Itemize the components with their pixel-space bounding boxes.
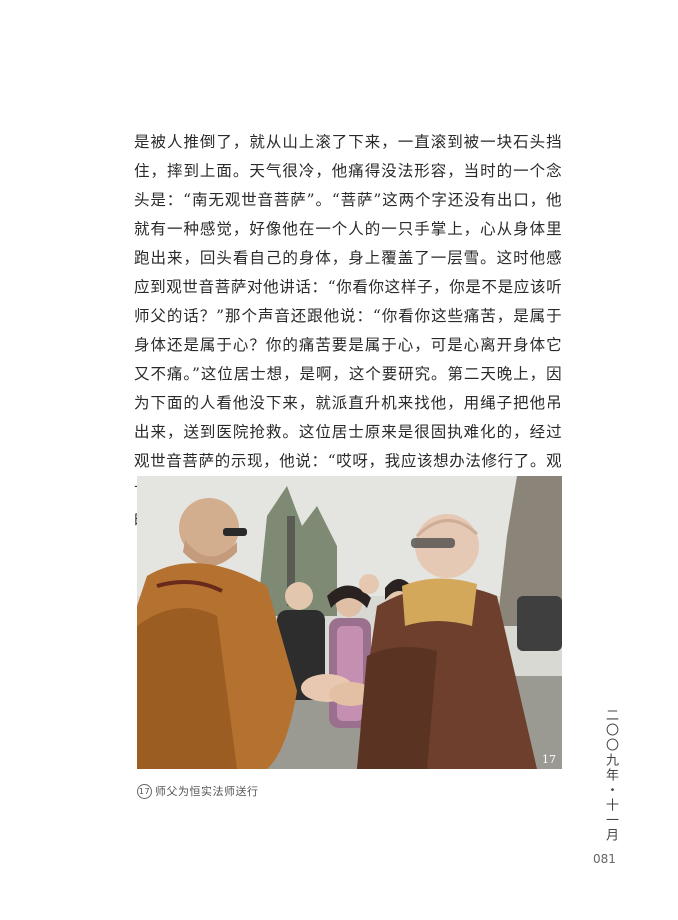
photo-number: 17 [542,753,556,766]
caption-number-badge: 17 [137,783,152,799]
photo-monks-farewell: 17 [137,476,562,769]
photo-caption: 17 师父为恒实法师送行 [137,783,259,799]
page-number: 081 [593,852,616,866]
issue-date-vertical: 二〇〇九年・十一月 [603,708,618,843]
caption-text: 师父为恒实法师送行 [155,785,259,798]
article-body-text: 是被人推倒了，就从山上滚了下来，一直滚到被一块石头挡住，摔到上面。天气很冷，他痛… [134,133,562,528]
